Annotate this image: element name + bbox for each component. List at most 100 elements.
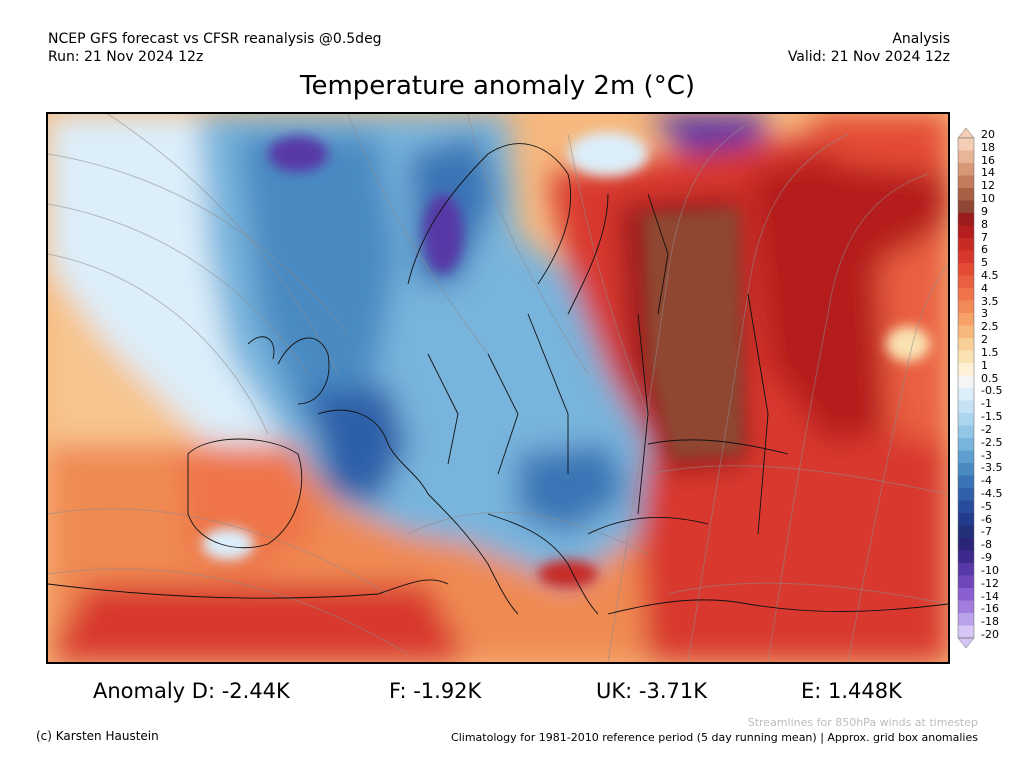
colorbar-tick-label: 14 <box>981 166 995 180</box>
run-info: NCEP GFS forecast vs CFSR reanalysis @0.… <box>48 30 382 66</box>
colorbar-tick-label: -2.5 <box>981 435 1003 449</box>
colorbar-swatch <box>958 413 974 426</box>
colorbar-swatch <box>958 388 974 401</box>
colorbar-tick-label: 2 <box>981 333 988 347</box>
colorbar-swatch <box>958 213 974 226</box>
colorbar <box>957 128 975 648</box>
colorbar-swatch <box>958 300 974 314</box>
map-title: Temperature anomaly 2m (°C) <box>300 71 695 101</box>
colorbar-swatch <box>958 450 974 464</box>
colorbar-tick-label: -6 <box>981 512 992 526</box>
colorbar-swatch <box>958 250 974 264</box>
colorbar-bottom-arrow <box>957 637 975 648</box>
colorbar-tick-label: -2 <box>981 422 992 436</box>
colorbar-tick-label: -10 <box>981 563 999 577</box>
colorbar-outline <box>957 137 975 639</box>
colorbar-swatch <box>958 138 974 151</box>
colorbar-tick-label: -20 <box>981 628 999 641</box>
anomaly-fields <box>48 114 948 662</box>
run-time: Run: 21 Nov 2024 12z <box>48 49 204 65</box>
colorbar-tick-label: -1.5 <box>981 410 1003 424</box>
colorbar-swatch <box>958 538 974 551</box>
colorbar-tick-label: 8 <box>981 217 988 231</box>
colorbar-tick-label: -16 <box>981 602 999 616</box>
germany-anomaly: Anomaly D: -2.44K <box>93 679 290 703</box>
colorbar-tick-label: -3.5 <box>981 461 1003 475</box>
colorbar-swatch <box>958 313 974 326</box>
colorbar-tick-label: 16 <box>981 153 995 167</box>
colorbar-swatch <box>958 588 974 601</box>
colorbar-tick-label: 3.5 <box>981 294 999 308</box>
colorbar-tick-label: -4.5 <box>981 486 1003 500</box>
colorbar-swatch <box>958 425 974 439</box>
colorbar-tick-label: 12 <box>981 179 995 193</box>
colorbar-swatch <box>958 288 974 301</box>
colorbar-swatch <box>958 438 974 451</box>
valid-time: Valid: 21 Nov 2024 12z <box>787 49 950 65</box>
streamlines-note: Streamlines for 850hPa winds at timestep <box>747 716 978 729</box>
anomaly-map-graphic <box>48 114 948 662</box>
colorbar-tick-label: -7 <box>981 525 992 539</box>
colorbar-tick-label: 10 <box>981 192 995 206</box>
colorbar-swatch <box>958 150 974 164</box>
colorbar-swatch <box>958 563 974 576</box>
colorbar-tick-label: 9 <box>981 204 988 218</box>
author-credit: (c) Karsten Haustein <box>36 729 159 743</box>
colorbar-tick-label: 4.5 <box>981 269 999 283</box>
colorbar-tick-label: -4 <box>981 474 992 488</box>
colorbar-swatch <box>958 550 974 564</box>
colorbar-tick-label: 1 <box>981 358 988 372</box>
colorbar-swatch <box>958 400 974 414</box>
colorbar-tick-label: 6 <box>981 243 988 257</box>
colorbar-swatch <box>958 525 974 539</box>
colorbar-tick-label: -14 <box>981 589 999 603</box>
colorbar-swatch <box>958 463 974 476</box>
colorbar-tick-label: 20 <box>981 128 995 141</box>
colorbar-top-arrow <box>957 128 975 139</box>
colorbar-tick-label: -8 <box>981 538 992 552</box>
colorbar-swatch <box>958 375 974 389</box>
colorbar-swatch <box>958 488 974 501</box>
colorbar-swatch <box>958 263 974 276</box>
colorbar-tick-label: -18 <box>981 615 999 629</box>
streamlines <box>48 114 948 662</box>
colorbar-swatch <box>958 350 974 364</box>
spain-anomaly: E: 1.448K <box>801 679 902 703</box>
anomaly-map <box>46 112 950 664</box>
coastlines <box>48 143 948 615</box>
colorbar-swatch <box>958 325 974 339</box>
colorbar-tick-label: 5 <box>981 256 988 270</box>
colorbar-swatch <box>958 225 974 239</box>
colorbar-swatch <box>958 363 974 376</box>
colorbar-swatch <box>958 475 974 489</box>
colorbar-tick-label: 7 <box>981 230 988 244</box>
colorbar-swatch <box>958 613 974 626</box>
colorbar-swatch <box>958 200 974 214</box>
colorbar-tick-label: -5 <box>981 499 992 513</box>
colorbar-tick-label: -0.5 <box>981 384 1003 398</box>
colorbar-tick-label: 1.5 <box>981 345 999 359</box>
colorbar-tick-label: 3 <box>981 307 988 321</box>
analysis-label: Analysis <box>892 31 950 47</box>
colorbar-tick-label: 18 <box>981 140 995 154</box>
climatology-note: Climatology for 1981-2010 reference peri… <box>451 731 978 744</box>
uk-anomaly: UK: -3.71K <box>596 679 707 703</box>
model-description: NCEP GFS forecast vs CFSR reanalysis @0.… <box>48 31 382 47</box>
colorbar-tick-label: 0.5 <box>981 371 999 385</box>
colorbar-swatch <box>958 500 974 514</box>
colorbar-swatch <box>958 513 974 526</box>
colorbar-swatch <box>958 625 974 639</box>
colorbar-swatch <box>958 238 974 251</box>
valid-info: Analysis Valid: 21 Nov 2024 12z <box>788 30 950 66</box>
colorbar-tick-label: -3 <box>981 448 992 462</box>
colorbar-swatch <box>958 188 974 201</box>
colorbar-tick-label: -9 <box>981 551 992 565</box>
colorbar-swatch <box>958 163 974 176</box>
colorbar-swatch <box>958 275 974 289</box>
colorbar-tick-label: -12 <box>981 576 999 590</box>
colorbar-swatch <box>958 175 974 189</box>
colorbar-swatch <box>958 338 974 351</box>
colorbar-tick-label: 2.5 <box>981 320 999 334</box>
colorbar-tick-label: -1 <box>981 397 992 411</box>
colorbar-swatch <box>958 600 974 614</box>
